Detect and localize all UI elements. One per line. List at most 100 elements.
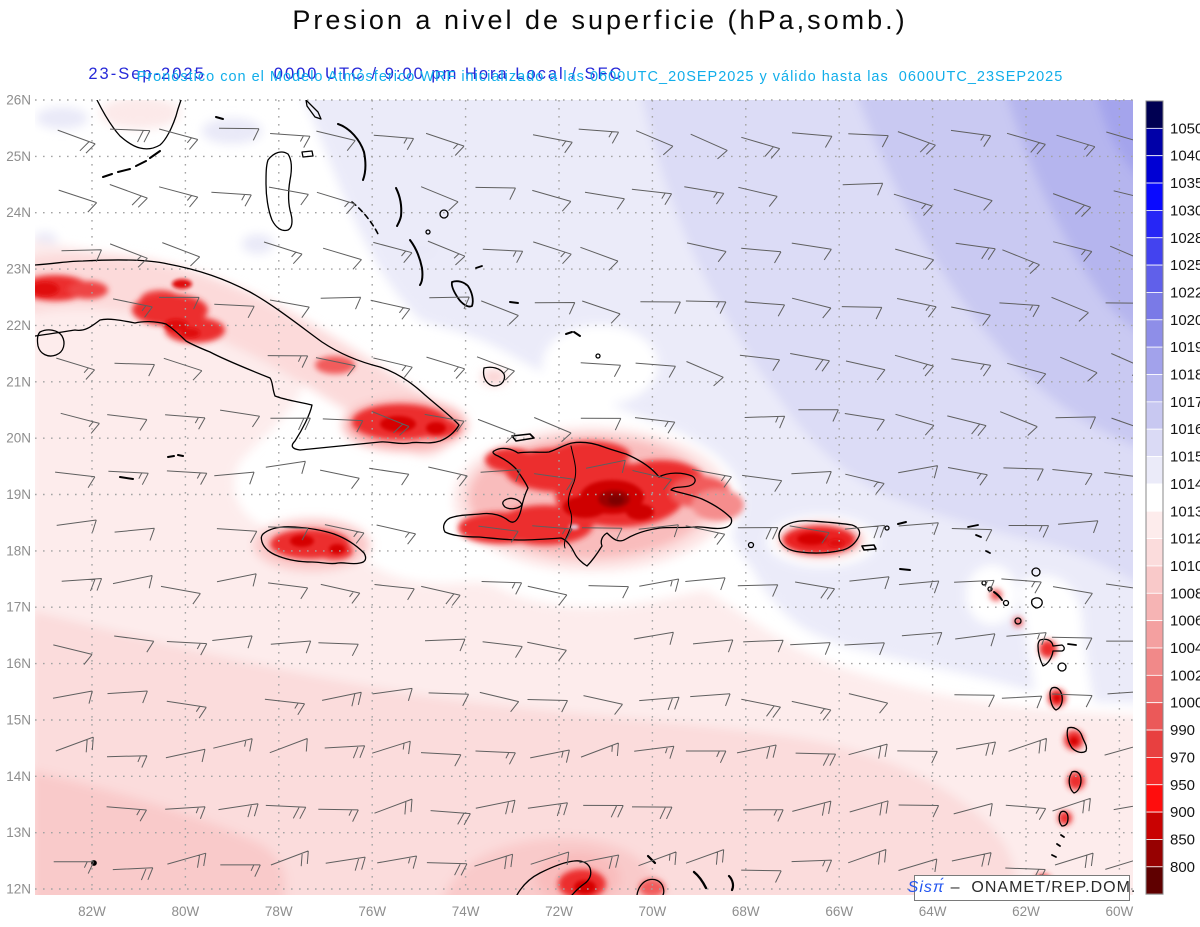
coastline-tortola (897, 521, 907, 525)
lon-tick-label: 68W (732, 904, 760, 919)
coastline-grand-turk (595, 353, 601, 359)
coastline-cayman (119, 454, 184, 480)
colorbar-cell (1145, 565, 1164, 594)
lon-tick-label: 72W (545, 904, 573, 919)
colorbar-tick-label: 1035 (1170, 175, 1200, 192)
forecast-note: Pronóstico con el Modelo Atmósferico WRF… (136, 69, 1064, 85)
colorbar-cell (1145, 346, 1164, 375)
colorbar-cell (1145, 811, 1164, 840)
lon-tick-label: 78W (265, 904, 293, 919)
colorbar-cell (1145, 209, 1164, 239)
lon-tick-label: 80W (172, 904, 200, 919)
colorbar: 1050 1040 1035 1030 1028 1025 1022 1020 1019 1018… (1145, 100, 1200, 895)
colorbar-tick-label: 1004 (1170, 640, 1200, 657)
lon-tick-label: 76W (358, 904, 386, 919)
coastline-san-salvador (439, 209, 449, 219)
lat-tick-label: 22N (6, 318, 31, 333)
colorbar-cell (1145, 538, 1164, 567)
colorbar-cell (1145, 264, 1164, 293)
lon-tick-label: 74W (452, 904, 480, 919)
colorbar-cell (1145, 757, 1164, 786)
colorbar-cell (1145, 456, 1164, 485)
lon-tick-label: 66W (825, 904, 853, 919)
colorbar-cell (1145, 866, 1164, 895)
colorbar-cell (1145, 127, 1164, 157)
colorbar-tick-label: 1022 (1170, 285, 1200, 302)
lat-tick-label: 25N (6, 149, 31, 164)
colorbar-tick-label: 1014 (1170, 476, 1200, 493)
lat-tick-label: 12N (6, 882, 31, 897)
coastline-rum-cay (425, 229, 431, 235)
coastline-cat-island (395, 187, 403, 227)
coastline-bimini (215, 116, 224, 120)
lat-tick-label: 16N (6, 656, 31, 671)
lon-tick-label: 64W (919, 904, 947, 919)
colorbar-tick-label: 1015 (1170, 449, 1200, 466)
colorbar-tick-label: 1008 (1170, 585, 1200, 602)
lat-tick-label: 20N (6, 431, 31, 446)
colorbar-tick-label: 1000 (1170, 695, 1200, 712)
colorbar-cell (1145, 784, 1164, 813)
coastline-andros (265, 151, 293, 232)
colorbar-tick-label: 1020 (1170, 312, 1200, 329)
lat-tick-label: 18N (6, 543, 31, 558)
colorbar-tick-label: 1025 (1170, 257, 1200, 274)
lon-tick-label: 70W (639, 904, 667, 919)
coastline-bonaire (727, 874, 735, 892)
colorbar-tick-label: 1040 (1170, 148, 1200, 165)
lat-tick-label: 19N (6, 487, 31, 502)
colorbar-tick-label: 850 (1170, 832, 1195, 849)
watermark-brand: Sisπ́ (907, 879, 945, 896)
colorbar-tick-label: 990 (1170, 722, 1195, 739)
latlon-grid (35, 99, 1133, 890)
colorbar-tick-label: 1018 (1170, 367, 1200, 384)
coastline-martinique (1066, 726, 1088, 754)
coastline-desirade (1067, 643, 1077, 646)
coastline-florida-keys (102, 150, 161, 178)
colorbar-cell (1145, 702, 1164, 731)
lon-tick-label: 60W (1106, 904, 1134, 919)
watermark-badge: Sisπ́ – ONAMET/REP.DOM. (908, 875, 1135, 901)
colorbar-tick-label: 1010 (1170, 558, 1200, 575)
colorbar-cell (1145, 401, 1164, 430)
valid-time: 0000 UTC / 9:00 pm Hora Local / SFC (273, 65, 624, 83)
coastline-caicos (565, 331, 581, 337)
colorbar-cell (1145, 592, 1164, 622)
valid-date: 23-Sep-2025 (88, 65, 206, 83)
coastline-st-croix (899, 568, 911, 571)
colorbar-cell (1145, 155, 1164, 184)
coastline-marie-galante (1057, 662, 1067, 672)
colorbar-cell (1145, 182, 1164, 211)
coastline-jamaica (260, 526, 367, 565)
coastline-isla-juventud (36, 329, 65, 357)
coastline-mayaguana (509, 301, 519, 304)
colorbar-tick-label: 1028 (1170, 230, 1200, 247)
coastline-vieques (861, 544, 877, 551)
colorbar-tick-label: 1006 (1170, 613, 1200, 630)
colorbar-cell (1145, 237, 1164, 266)
coastline-mona (747, 541, 755, 549)
colorbar-tick-label: 1017 (1170, 394, 1200, 411)
coastline-anguilla-stmartin (967, 524, 991, 554)
coastline-dominica (1049, 686, 1063, 711)
colorbar-cell (1145, 100, 1164, 129)
lat-tick-label: 14N (6, 769, 31, 784)
colorbar-cell (1145, 839, 1164, 868)
lat-tick-label: 15N (6, 713, 31, 728)
colorbar-cell (1145, 483, 1164, 512)
coastline-puerto-rico (778, 520, 861, 554)
lat-tick-label: 23N (6, 262, 31, 277)
colorbar-tick-label: 800 (1170, 859, 1195, 876)
colorbar-cell (1145, 729, 1164, 758)
coastline-st-thomas (884, 525, 890, 531)
colorbar-cell (1145, 319, 1164, 348)
colorbar-tick-label: 1002 (1170, 667, 1200, 684)
lat-tick-label: 21N (6, 374, 31, 389)
lon-axis: 82W 80W 78W 76W 74W 72W 70W 68W 66W 64W 62W 60W (78, 904, 1133, 919)
watermark-org: – ONAMET/REP.DOM. (950, 879, 1137, 896)
lat-tick-label: 17N (6, 600, 31, 615)
coastline-antigua (1030, 597, 1043, 609)
lon-tick-label: 82W (78, 904, 106, 919)
page-title: Presion a nivel de superficie (hPa,somb.… (292, 5, 908, 35)
lon-tick-label: 62W (1012, 904, 1040, 919)
